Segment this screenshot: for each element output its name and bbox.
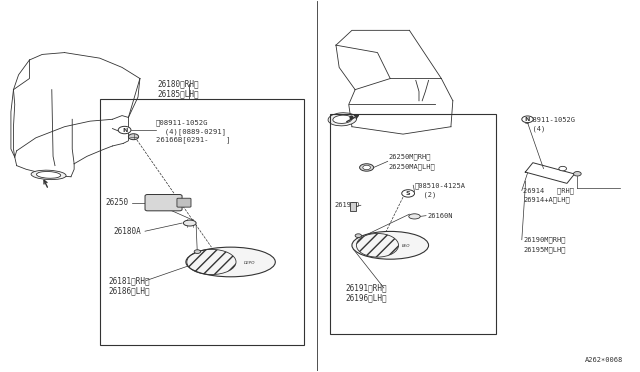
Ellipse shape [118,126,131,134]
Text: (4): (4) [524,125,546,132]
Ellipse shape [402,190,415,197]
Text: 26914   〈RH〉: 26914 〈RH〉 [523,187,574,194]
Ellipse shape [194,250,200,253]
Ellipse shape [363,165,371,170]
Ellipse shape [328,113,356,126]
Text: ⓝ08911-1052G: ⓝ08911-1052G [524,116,575,123]
Text: 26186〈LH〉: 26186〈LH〉 [108,286,150,295]
Text: S: S [406,191,410,196]
Text: 26250: 26250 [106,198,129,207]
Text: 26181〈RH〉: 26181〈RH〉 [108,276,150,285]
Text: 26190D: 26190D [334,202,360,208]
Text: 26185〈LH〉: 26185〈LH〉 [157,90,199,99]
Text: 26180〈RH〉: 26180〈RH〉 [157,80,199,89]
Text: (2): (2) [415,191,436,198]
Text: 26914+A〈LH〉: 26914+A〈LH〉 [523,197,570,203]
Bar [330,114,495,334]
Text: 26250M〈RH〉: 26250M〈RH〉 [389,153,431,160]
FancyBboxPatch shape [177,198,191,207]
Text: Ⓝ08510-4125A: Ⓝ08510-4125A [415,182,465,189]
Text: 26250MA〈LH〉: 26250MA〈LH〉 [389,163,436,170]
Text: 26190M〈RH〉: 26190M〈RH〉 [523,237,566,243]
Ellipse shape [559,166,566,171]
Text: 26196〈LH〉: 26196〈LH〉 [346,294,387,302]
Text: 26160N: 26160N [428,213,452,219]
Text: N: N [122,128,127,132]
Ellipse shape [36,171,61,178]
Ellipse shape [360,164,374,171]
Text: EEO: EEO [402,244,410,248]
Ellipse shape [573,171,581,176]
Ellipse shape [352,231,429,259]
Text: A262∗0068: A262∗0068 [585,357,623,363]
Ellipse shape [129,134,139,140]
FancyBboxPatch shape [145,195,182,211]
Text: 26166B[0291-    ]: 26166B[0291- ] [156,137,230,144]
Text: DEPO: DEPO [244,261,255,265]
Ellipse shape [186,247,275,277]
Text: 26195M〈LH〉: 26195M〈LH〉 [523,246,566,253]
Text: (4)[0889-0291]: (4)[0889-0291] [156,128,226,135]
Text: 26191〈RH〉: 26191〈RH〉 [346,283,387,292]
Bar [350,202,356,211]
Ellipse shape [333,115,352,124]
Ellipse shape [355,234,362,237]
Text: ⓝ08911-1052G: ⓝ08911-1052G [156,119,209,126]
Ellipse shape [522,116,533,123]
Text: N: N [525,117,530,122]
Ellipse shape [31,170,66,180]
Ellipse shape [409,214,420,219]
Text: 26180A: 26180A [113,227,141,236]
Ellipse shape [183,220,196,226]
Bar [100,99,304,345]
